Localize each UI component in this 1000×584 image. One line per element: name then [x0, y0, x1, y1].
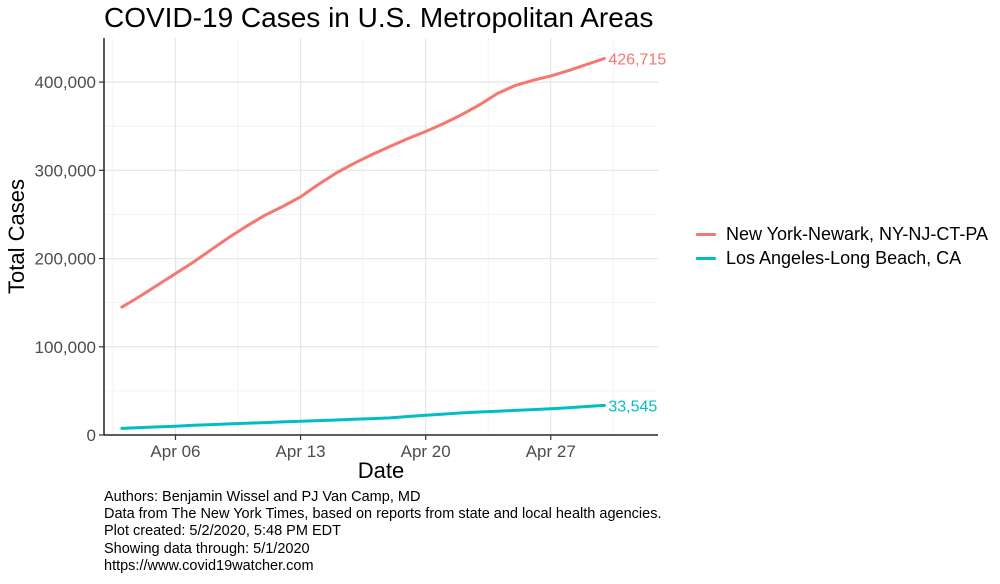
y-tick-label: 200,000: [35, 250, 96, 269]
end-label-0: 426,715: [608, 52, 666, 69]
legend-label-los-angeles: Los Angeles-Long Beach, CA: [726, 247, 962, 268]
x-tick-label: Apr 13: [276, 442, 326, 461]
x-tick-label: Apr 27: [526, 442, 576, 461]
x-axis-title: Date: [358, 458, 404, 483]
caption-authors: Authors: Benjamin Wissel and PJ Van Camp…: [104, 489, 421, 505]
legend-item-los-angeles: Los Angeles-Long Beach, CA: [696, 246, 988, 270]
caption: Authors: Benjamin Wissel and PJ Van Camp…: [104, 489, 661, 575]
series-line-0: [120, 57, 606, 309]
y-tick-label: 400,000: [35, 73, 96, 92]
y-tick-label: 100,000: [35, 338, 96, 357]
legend: New York-Newark, NY-NJ-CT-PA Los Angeles…: [696, 222, 988, 270]
caption-url: https://www.covid19watcher.com: [104, 557, 314, 574]
x-tick-label: Apr 20: [401, 442, 451, 461]
legend-label-new-york: New York-Newark, NY-NJ-CT-PA: [726, 223, 989, 244]
y-axis-title: Total Cases: [4, 179, 29, 294]
chart-title: COVID-19 Cases in U.S. Metropolitan Area…: [104, 2, 654, 33]
x-tick-label: Apr 06: [150, 442, 200, 461]
caption-through: Showing data through: 5/1/2020: [104, 540, 310, 557]
legend-key-new-york: [696, 232, 716, 236]
series-line-1: [120, 403, 606, 430]
legend-item-new-york: New York-Newark, NY-NJ-CT-PA: [696, 222, 988, 246]
caption-source: Data from The New York Times, based on r…: [104, 506, 662, 523]
y-tick-label: 300,000: [35, 161, 96, 180]
caption-created: Plot created: 5/2/2020, 5:48 PM EDT: [104, 523, 341, 540]
end-label-1: 33,545: [608, 398, 657, 415]
y-tick-label: 0: [87, 426, 96, 445]
legend-key-los-angeles: [696, 256, 716, 260]
